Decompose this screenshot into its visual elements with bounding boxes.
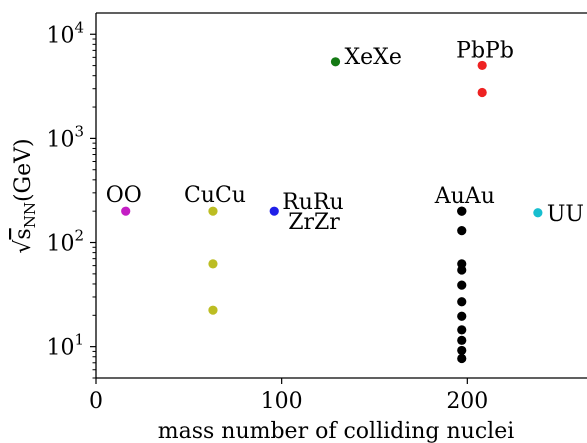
annotation-label: OO xyxy=(106,183,142,208)
x-tick-label: 100 xyxy=(261,389,303,414)
data-point xyxy=(457,353,467,364)
annotation-label: RuRu xyxy=(282,190,343,215)
data-point xyxy=(269,206,279,216)
plot-area xyxy=(121,57,543,364)
y-axis-label: √sNN(GeV) xyxy=(11,138,39,253)
data-point xyxy=(457,297,467,307)
data-point xyxy=(457,265,467,275)
data-point xyxy=(457,345,467,356)
y-tick-label: 103 xyxy=(46,122,84,152)
data-point xyxy=(208,305,218,315)
x-axis-label: mass number of colliding nuclei xyxy=(158,419,515,443)
y-tick-label: 101 xyxy=(46,331,84,361)
data-point xyxy=(457,206,467,216)
data-point xyxy=(457,311,467,321)
annotation-label: PbPb xyxy=(456,38,514,63)
data-point xyxy=(457,226,467,236)
data-point xyxy=(457,280,467,290)
data-point xyxy=(477,87,487,98)
x-tick-label: 200 xyxy=(446,389,488,414)
annotation-label: AuAu xyxy=(434,184,495,209)
data-point xyxy=(208,259,218,269)
data-point xyxy=(330,57,341,67)
annotation-label: ZrZr xyxy=(288,210,340,235)
data-point xyxy=(457,335,467,345)
data-point xyxy=(457,325,467,335)
y-tick-label: 104 xyxy=(46,18,84,48)
annotation-label: XeXe xyxy=(345,45,402,70)
data-point xyxy=(208,206,218,216)
annotation-label: CuCu xyxy=(184,183,246,208)
data-point xyxy=(121,206,131,216)
data-point xyxy=(533,208,543,218)
x-tick-label: 0 xyxy=(89,389,103,414)
y-tick-label: 102 xyxy=(46,227,84,257)
axes: 0 100 200 101 102 103 104 mass number of collid… xyxy=(11,12,587,443)
data-point xyxy=(477,60,487,71)
annotation-label: UU xyxy=(547,202,584,227)
